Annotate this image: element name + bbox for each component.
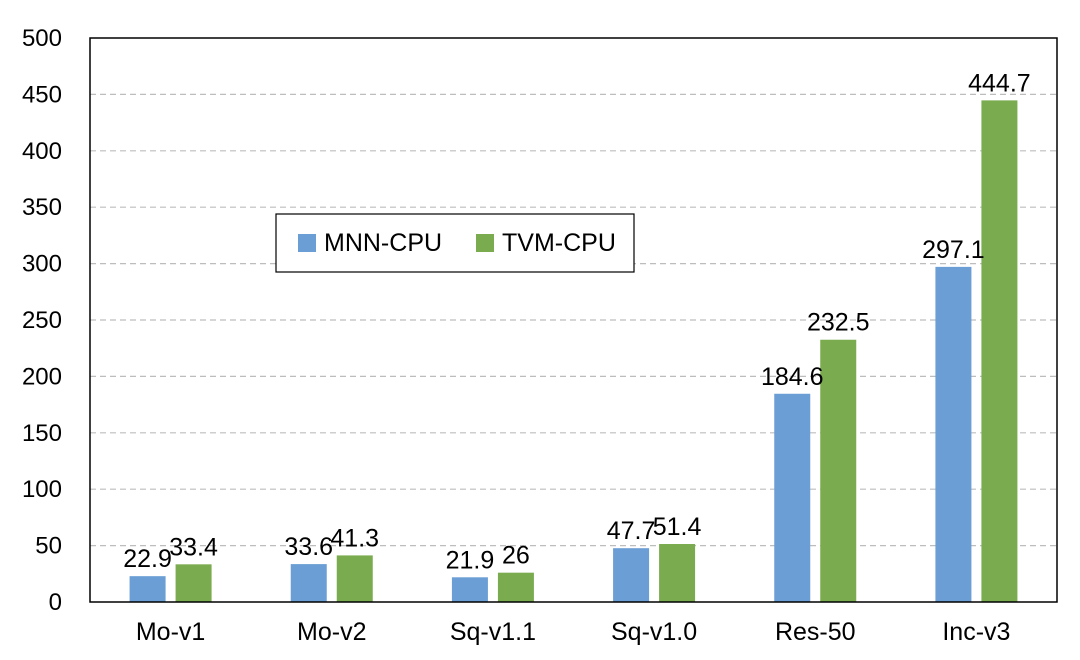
y-tick-label: 200 xyxy=(22,363,62,390)
bar-tvm-cpu-sq-v1-0 xyxy=(659,544,696,602)
legend-swatch-tvm-cpu xyxy=(476,234,494,252)
x-category-labels: Mo-v1 Mo-v2 Sq-v1.1 Sq-v1.0 Res-50 Inc-v3 xyxy=(136,618,1011,646)
data-label: 33.6 xyxy=(284,533,333,561)
data-label: 232.5 xyxy=(807,309,870,337)
data-label: 47.7 xyxy=(607,517,656,545)
bar-mnn-cpu-res-50 xyxy=(774,393,811,602)
data-label: 41.3 xyxy=(330,524,379,552)
y-tick-labels: 0 50 100 150 200 250 300 350 400 450 500 xyxy=(22,25,62,616)
bar-mnn-cpu-sq-v1-0 xyxy=(613,548,650,602)
x-category-label: Res-50 xyxy=(775,618,856,646)
plot-frame xyxy=(89,37,1058,603)
y-tick-label: 350 xyxy=(22,194,62,221)
bar-tvm-cpu-mo-v1 xyxy=(175,564,212,602)
data-label: 51.4 xyxy=(653,513,702,541)
grid-lines xyxy=(90,93,1057,547)
bar-tvm-cpu-inc-v3 xyxy=(981,100,1018,602)
bar-mnn-cpu-inc-v3 xyxy=(935,266,972,602)
y-tick-label: 250 xyxy=(22,307,62,334)
data-label: 26 xyxy=(502,542,530,570)
data-label: 184.6 xyxy=(761,363,824,391)
bars xyxy=(129,100,1018,602)
legend: MNN-CPU TVM-CPU xyxy=(275,213,635,273)
data-label: 21.9 xyxy=(446,546,495,574)
data-label: 22.9 xyxy=(123,545,172,573)
bar-tvm-cpu-mo-v2 xyxy=(336,555,373,602)
legend-label-mnn-cpu: MNN-CPU xyxy=(324,229,442,257)
x-category-label: Mo-v1 xyxy=(136,618,205,646)
y-tick-label: 450 xyxy=(22,81,62,108)
bar-mnn-cpu-sq-v1-1 xyxy=(451,577,488,602)
y-tick-label: 100 xyxy=(22,476,62,503)
data-label: 297.1 xyxy=(922,236,985,264)
y-tick-label: 0 xyxy=(49,589,62,616)
y-tick-label: 400 xyxy=(22,138,62,165)
x-category-label: Mo-v2 xyxy=(297,618,366,646)
legend-swatch-mnn-cpu xyxy=(298,234,316,252)
y-tick-label: 150 xyxy=(22,420,62,447)
bar-tvm-cpu-res-50 xyxy=(820,339,857,602)
x-category-label: Sq-v1.0 xyxy=(611,618,697,646)
x-category-label: Sq-v1.1 xyxy=(450,618,536,646)
bar-mnn-cpu-mo-v2 xyxy=(290,564,327,602)
y-tick-label: 50 xyxy=(35,533,62,560)
data-labels: 22.933.4 33.641.3 21.9 26 47.751.4 184.6 232.5… xyxy=(123,69,1030,574)
bar-mnn-cpu-mo-v1 xyxy=(129,576,166,602)
y-tick-label: 300 xyxy=(22,251,62,278)
data-label: 444.7 xyxy=(968,69,1031,97)
legend-box xyxy=(275,213,635,273)
legend-label-tvm-cpu: TVM-CPU xyxy=(502,229,616,257)
bar-tvm-cpu-sq-v1-1 xyxy=(497,572,534,602)
axes xyxy=(89,37,1058,603)
data-label: 33.4 xyxy=(169,533,218,561)
y-tick-label: 500 xyxy=(22,25,62,52)
x-category-label: Inc-v3 xyxy=(942,618,1010,646)
